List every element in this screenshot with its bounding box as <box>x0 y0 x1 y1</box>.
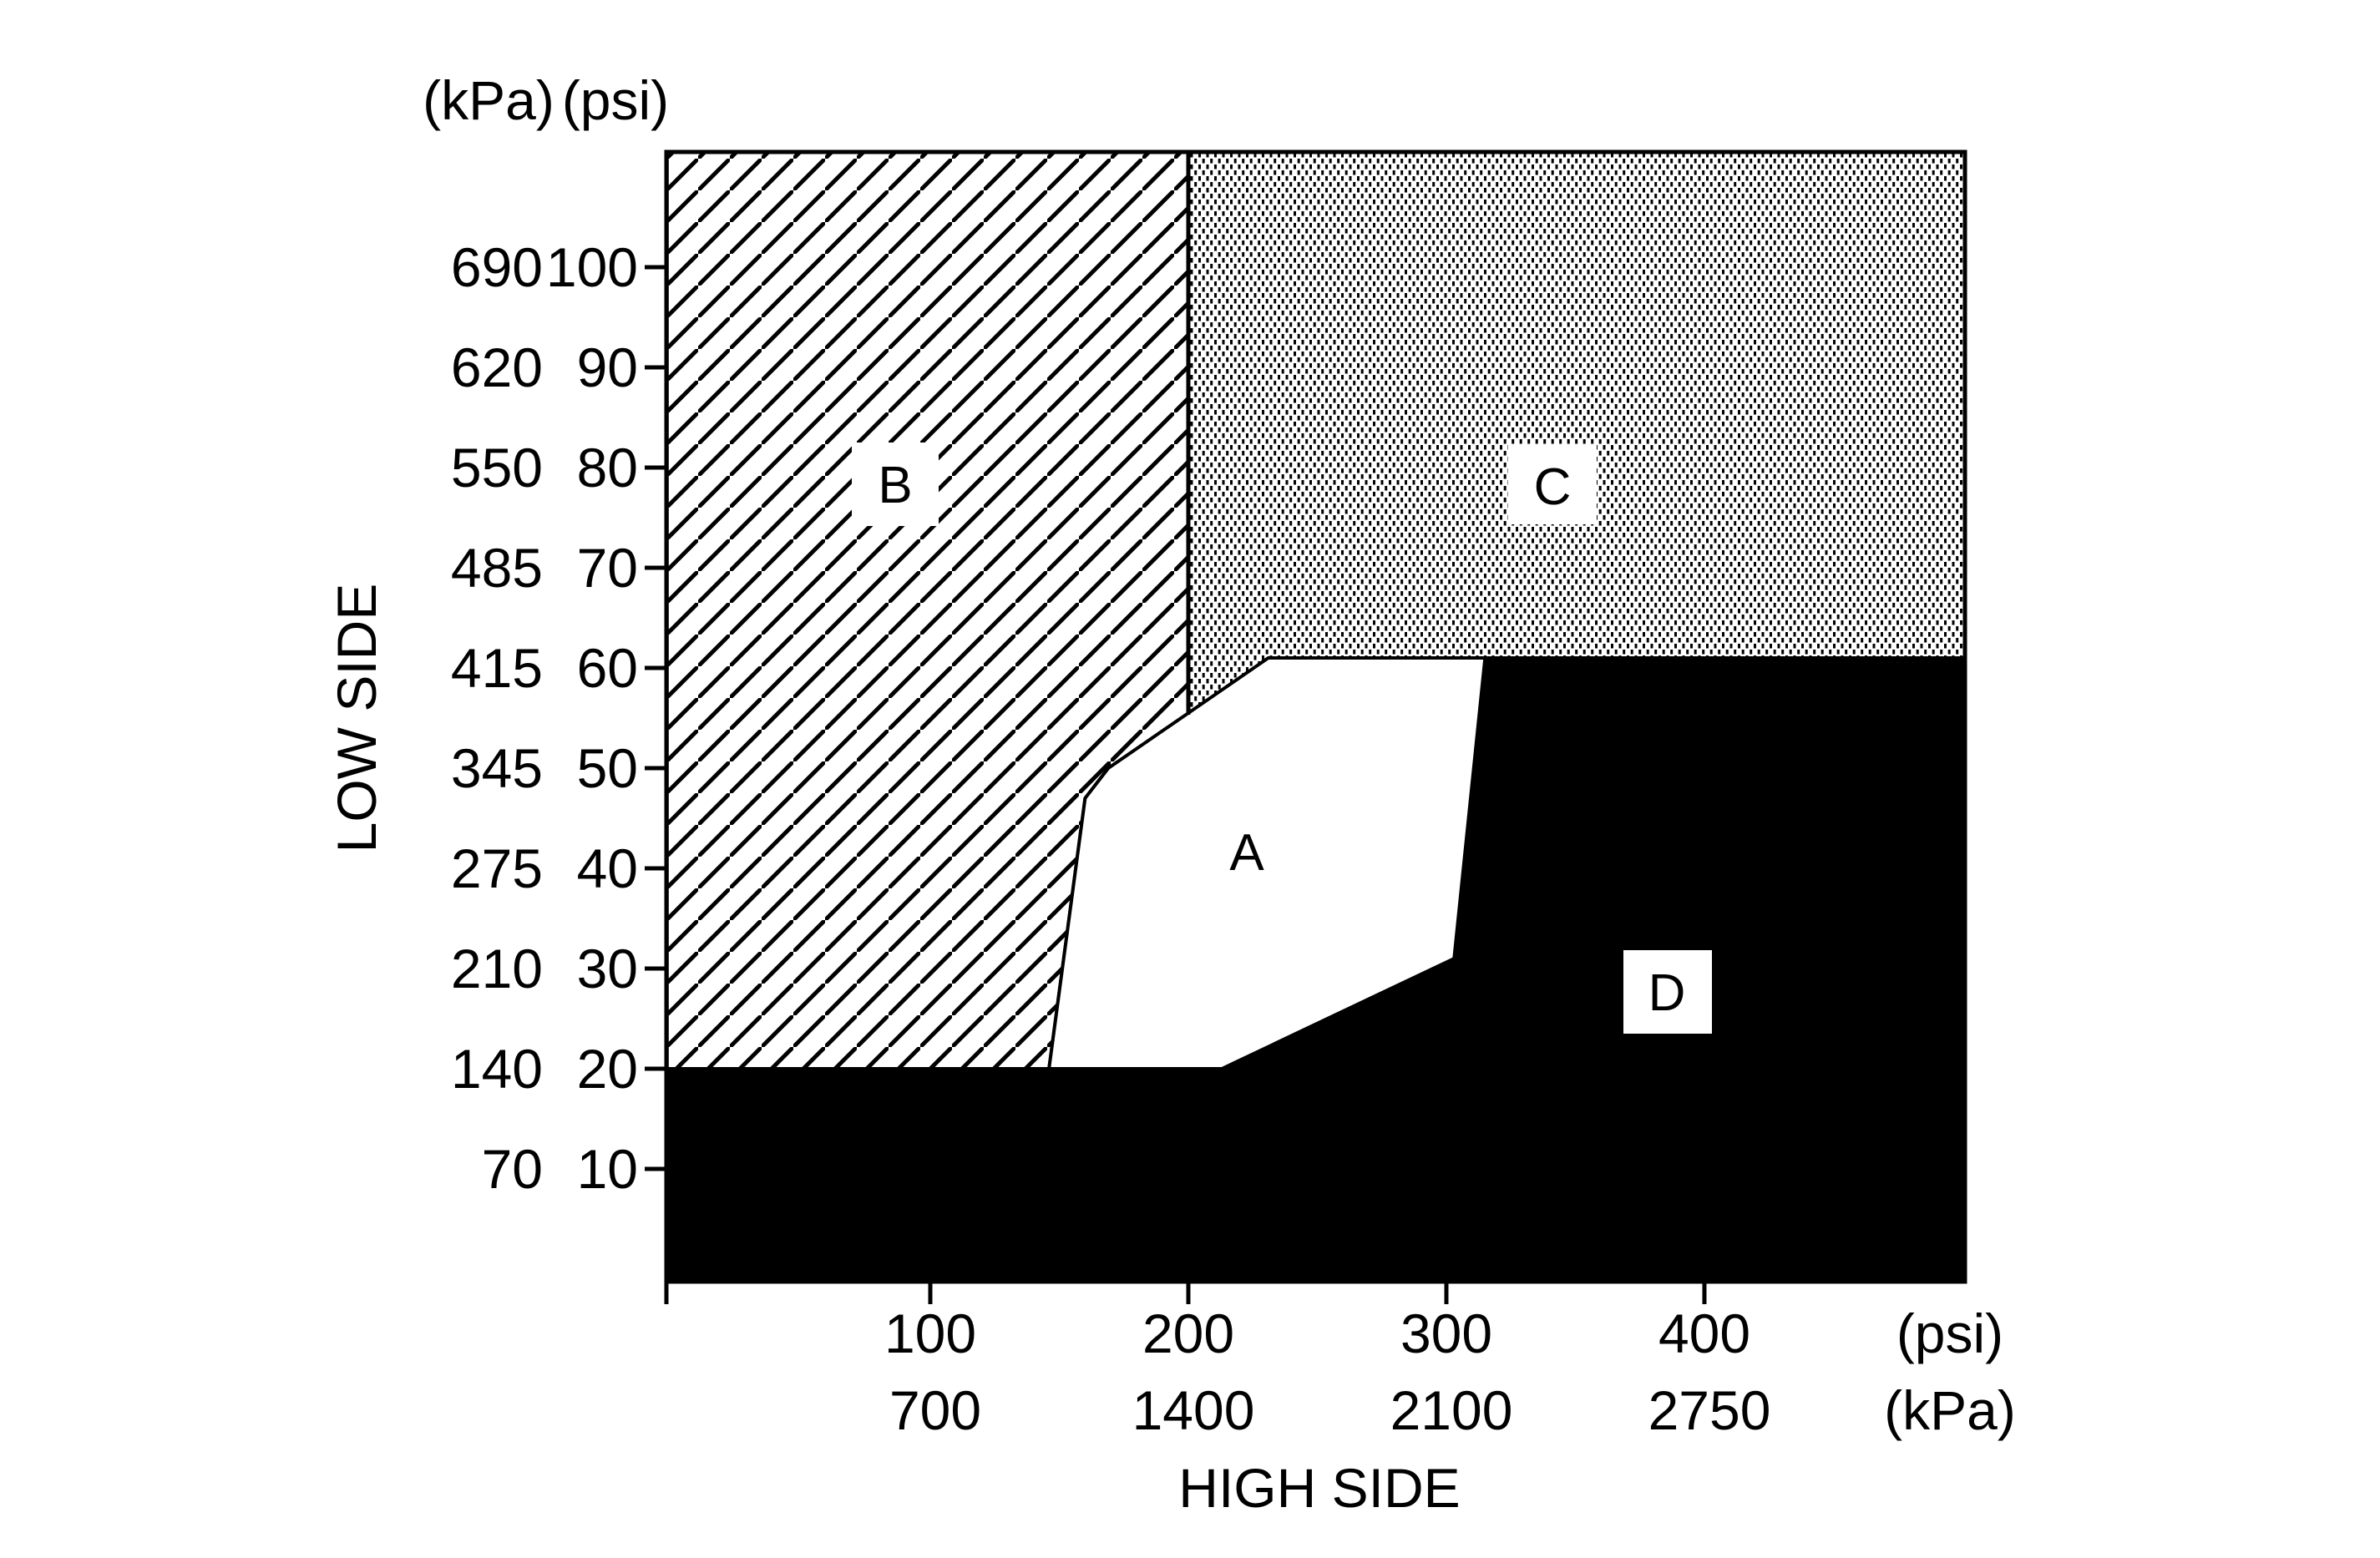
y-tick-label-kpa: 275 <box>451 837 543 899</box>
y-tick-label-psi: 90 <box>577 336 638 398</box>
region-b-label-box <box>852 443 939 526</box>
region-a-area <box>1046 656 1487 1070</box>
region-d-label: D <box>1648 964 1686 1022</box>
y-tick-label-kpa: 620 <box>451 336 543 398</box>
x-tick-label-kpa: 2100 <box>1390 1379 1513 1441</box>
y-tick-label-kpa: 485 <box>451 537 543 599</box>
y-tick-label-psi: 10 <box>577 1138 638 1200</box>
y-tick-label-kpa: 210 <box>451 938 543 999</box>
y-axis-psi-header: (psi) <box>562 69 669 131</box>
y-tick-label-psi: 100 <box>546 236 638 298</box>
x-tick-label-psi: 300 <box>1400 1303 1492 1364</box>
y-tick-label-kpa: 70 <box>482 1138 543 1200</box>
region-c-label: C <box>1534 458 1572 516</box>
x-axis-psi-unit-label: (psi) <box>1896 1303 2003 1364</box>
y-tick-label-psi: 50 <box>577 737 638 799</box>
plot-border <box>664 149 1967 1284</box>
y-axis-kpa-header: (kPa) <box>423 69 554 131</box>
y-axis-title: LOW SIDE <box>326 584 387 853</box>
x-tick-label-kpa: 1400 <box>1132 1379 1255 1441</box>
region-a-label: A <box>1229 824 1264 882</box>
y-tick-label-psi: 30 <box>577 938 638 999</box>
x-tick-label-psi: 200 <box>1142 1303 1234 1364</box>
x-tick-label-psi: 400 <box>1658 1303 1750 1364</box>
region-b-label: B <box>878 457 912 514</box>
region-d-area <box>666 658 1965 1282</box>
y-tick-label-psi: 20 <box>577 1038 638 1100</box>
region-c-area <box>1187 150 1967 719</box>
x-axis-kpa-unit-label: (kPa) <box>1884 1379 2016 1441</box>
y-tick-label-kpa: 415 <box>451 637 543 699</box>
x-tick-label-kpa: 700 <box>889 1379 981 1441</box>
y-tick-label-psi: 60 <box>577 637 638 699</box>
y-tick-label-psi: 80 <box>577 437 638 498</box>
chart-regions <box>665 150 1967 1282</box>
y-tick-label-kpa: 690 <box>451 236 543 298</box>
y-tick-label-psi: 40 <box>577 837 638 899</box>
x-tick-label-kpa: 2750 <box>1648 1379 1771 1441</box>
y-tick-label-kpa: 345 <box>451 737 543 799</box>
region-c-label-box <box>1508 444 1597 524</box>
y-tick-label-psi: 70 <box>577 537 638 599</box>
region-d-label-box <box>1623 950 1712 1034</box>
y-tick-label-kpa: 140 <box>451 1038 543 1100</box>
y-tick-label-kpa: 550 <box>451 437 543 498</box>
x-axis-title: HIGH SIDE <box>1178 1457 1460 1519</box>
x-tick-label-psi: 100 <box>884 1303 976 1364</box>
